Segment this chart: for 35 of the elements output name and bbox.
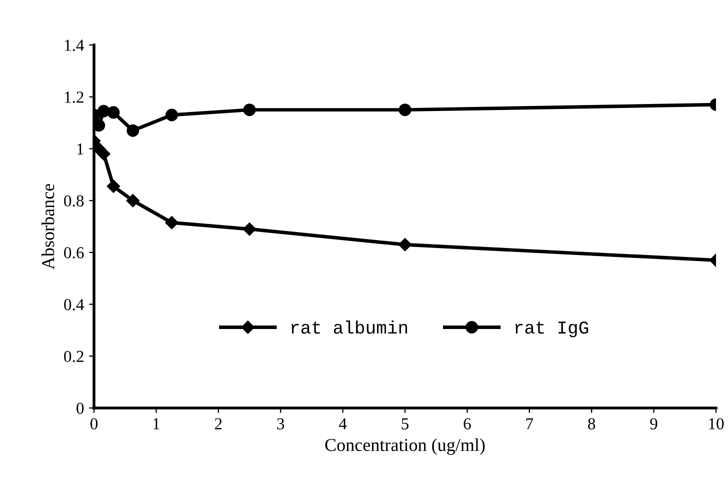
point xyxy=(398,104,412,116)
x-tick-label: 8 xyxy=(588,418,596,430)
point xyxy=(126,194,140,208)
x-tick-label: 1 xyxy=(154,418,160,430)
point xyxy=(94,119,106,132)
x-tick-label: 0 xyxy=(90,418,98,430)
x-axis-title: Concentration (ug/ml) xyxy=(325,438,485,455)
point xyxy=(166,108,178,122)
point xyxy=(106,180,120,193)
y-tick-label: 0.4 xyxy=(64,298,84,310)
y-tick-label: 1.2 xyxy=(64,92,84,103)
point xyxy=(107,106,120,119)
point xyxy=(242,222,256,236)
y-tick-label: 0.6 xyxy=(64,247,84,258)
y-tick-label: 0.2 xyxy=(64,350,84,362)
x-tick-label: 5 xyxy=(402,418,409,430)
y-axis-title: Absorbance xyxy=(42,184,54,270)
x-tick-label: 4 xyxy=(338,418,347,430)
point xyxy=(398,238,412,252)
point xyxy=(243,104,256,116)
point xyxy=(97,147,110,160)
y-tick-label: 0.8 xyxy=(64,195,84,207)
x-tick-label: 9 xyxy=(650,418,658,430)
x-tick-label: 3 xyxy=(277,418,284,430)
point xyxy=(165,216,178,230)
y-tick-label: 1 xyxy=(77,143,84,154)
point xyxy=(126,124,140,137)
x-tick-label: 10 xyxy=(709,418,724,430)
x-tick-label: 7 xyxy=(526,418,534,430)
x-tick-label: 6 xyxy=(464,418,471,430)
y-tick-label: 1.4 xyxy=(64,40,84,52)
legend-label: rat IgG xyxy=(515,321,588,338)
x-tick-label: 2 xyxy=(214,418,222,430)
legend-label: rat albumin xyxy=(292,320,408,334)
y-tick-label: 0 xyxy=(76,402,84,414)
